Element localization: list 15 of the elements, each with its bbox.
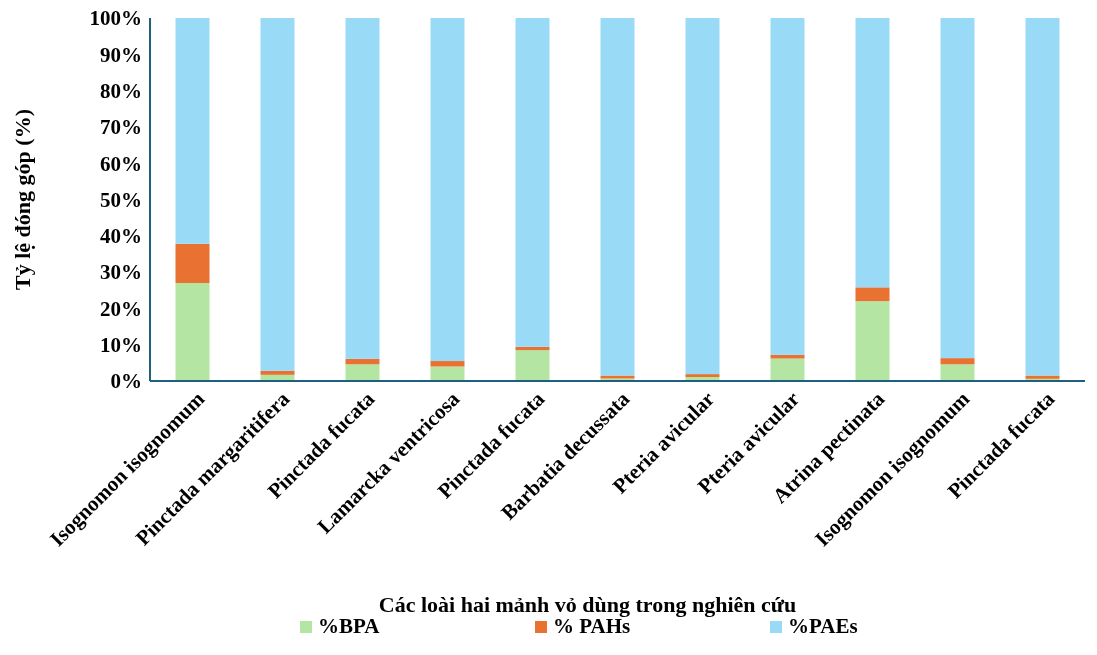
y-tick-label: 90% <box>100 42 142 67</box>
legend-label: %PAEs <box>788 614 858 638</box>
y-axis-title: Tỷ lệ đóng góp (%) <box>10 109 35 290</box>
y-tick-label: 70% <box>100 115 142 140</box>
x-axis-title: Các loài hai mảnh vỏ dùng trong nghiên cứu <box>378 592 797 617</box>
y-tick-label: 50% <box>100 187 142 212</box>
y-tick-label: 20% <box>100 296 142 321</box>
y-tick-label: 0% <box>110 369 142 394</box>
y-tick-label: 60% <box>100 151 142 176</box>
y-tick-label: 40% <box>100 224 142 249</box>
legend-label: %BPA <box>318 614 381 638</box>
y-tick-label: 80% <box>100 78 142 103</box>
y-tick-label: 100% <box>89 6 142 31</box>
y-tick-label: 10% <box>100 333 142 358</box>
y-tick-label: 30% <box>100 260 142 285</box>
